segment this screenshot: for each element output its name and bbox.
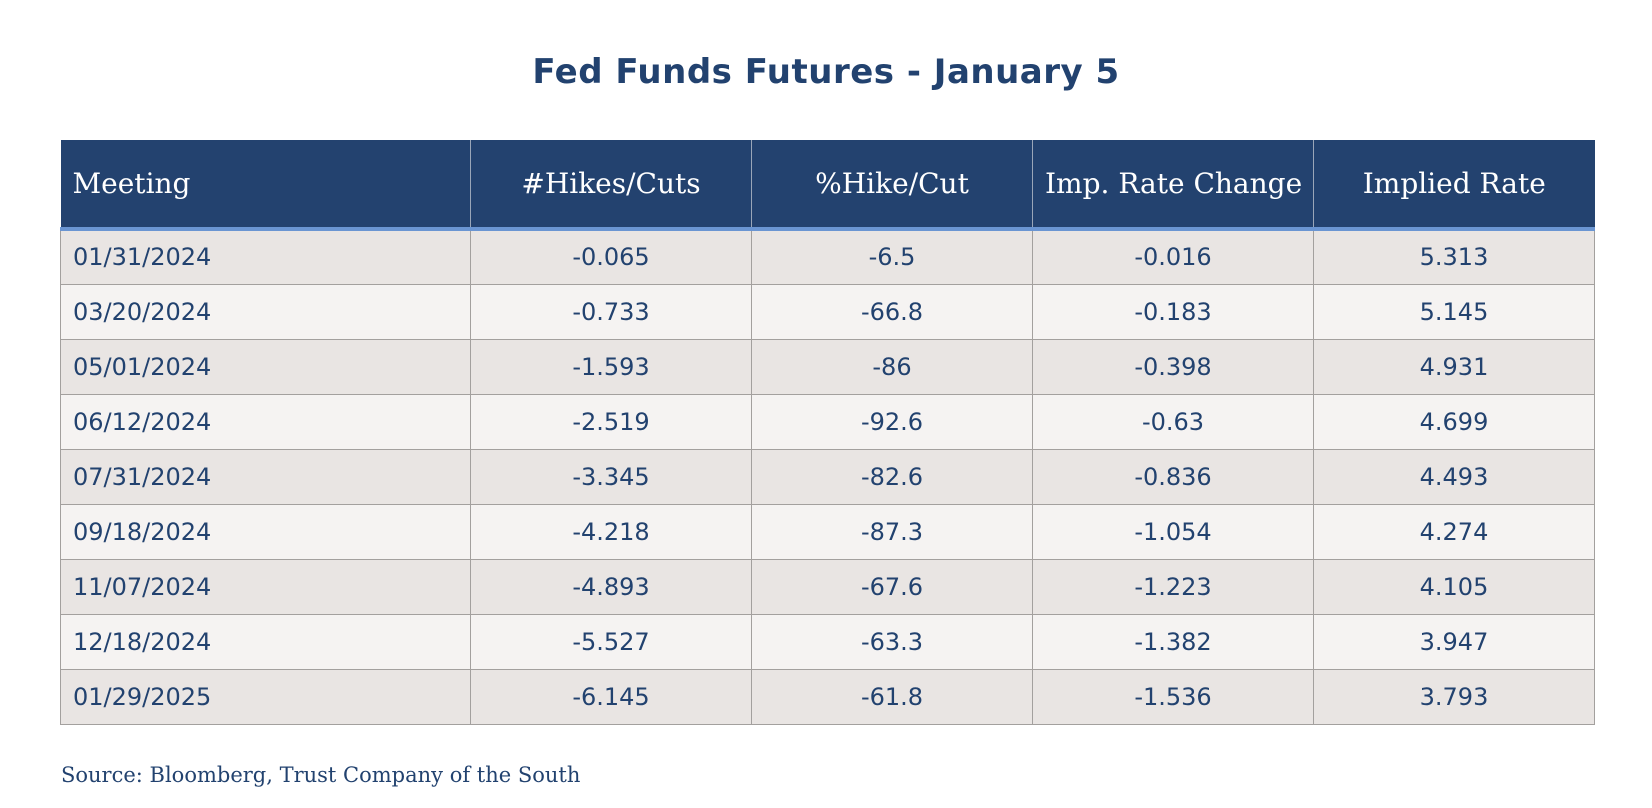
hikes-cuts-cell: -3.345 [470, 448, 752, 505]
imp-rate-change-cell: -1.382 [1032, 613, 1314, 670]
pct-hike-cut-cell: -86 [751, 338, 1033, 395]
implied-rate-cell: 3.793 [1313, 668, 1595, 725]
imp-rate-change-cell: -1.054 [1032, 503, 1314, 560]
imp-rate-change-cell: -1.536 [1032, 668, 1314, 725]
pct-hike-cut-cell: -67.6 [751, 558, 1033, 615]
implied-rate-cell: 4.493 [1313, 448, 1595, 505]
implied-rate-cell: 4.274 [1313, 503, 1595, 560]
table-row: 09/18/2024 -4.218 -87.3 -1.054 4.274 [60, 503, 1595, 560]
column-header-implied-rate: Implied Rate [1313, 140, 1595, 231]
pct-hike-cut-cell: -92.6 [751, 393, 1033, 450]
table-row: 07/31/2024 -3.345 -82.6 -0.836 4.493 [60, 448, 1595, 505]
hikes-cuts-cell: -0.733 [470, 283, 752, 340]
hikes-cuts-cell: -4.218 [470, 503, 752, 560]
imp-rate-change-cell: -0.398 [1032, 338, 1314, 395]
column-header-hikes-cuts: #Hikes/Cuts [470, 140, 752, 231]
hikes-cuts-cell: -2.519 [470, 393, 752, 450]
implied-rate-cell: 3.947 [1313, 613, 1595, 670]
header-row: Meeting #Hikes/Cuts %Hike/Cut Imp. Rate … [60, 140, 1595, 231]
implied-rate-cell: 4.699 [1313, 393, 1595, 450]
pct-hike-cut-cell: -6.5 [751, 228, 1033, 285]
meeting-date-cell: 11/07/2024 [60, 558, 471, 615]
table-row: 12/18/2024 -5.527 -63.3 -1.382 3.947 [60, 613, 1595, 670]
meeting-date-cell: 01/29/2025 [60, 668, 471, 725]
meeting-date-cell: 01/31/2024 [60, 228, 471, 285]
table-row: 01/31/2024 -0.065 -6.5 -0.016 5.313 [60, 228, 1595, 285]
pct-hike-cut-cell: -66.8 [751, 283, 1033, 340]
imp-rate-change-cell: -0.63 [1032, 393, 1314, 450]
table-row: 05/01/2024 -1.593 -86 -0.398 4.931 [60, 338, 1595, 395]
meeting-date-cell: 09/18/2024 [60, 503, 471, 560]
column-header-pct-hike-cut: %Hike/Cut [751, 140, 1033, 231]
imp-rate-change-cell: -0.183 [1032, 283, 1314, 340]
imp-rate-change-cell: -1.223 [1032, 558, 1314, 615]
meeting-date-cell: 03/20/2024 [60, 283, 471, 340]
implied-rate-cell: 5.145 [1313, 283, 1595, 340]
table-row: 01/29/2025 -6.145 -61.8 -1.536 3.793 [60, 668, 1595, 725]
imp-rate-change-cell: -0.016 [1032, 228, 1314, 285]
implied-rate-cell: 4.105 [1313, 558, 1595, 615]
column-header-meeting: Meeting [60, 140, 471, 231]
pct-hike-cut-cell: -82.6 [751, 448, 1033, 505]
meeting-date-cell: 07/31/2024 [60, 448, 471, 505]
source-note: Source: Bloomberg, Trust Company of the … [61, 763, 581, 787]
meeting-date-cell: 05/01/2024 [60, 338, 471, 395]
fed-funds-futures-table: Meeting #Hikes/Cuts %Hike/Cut Imp. Rate … [60, 140, 1595, 725]
column-header-imp-rate-change: Imp. Rate Change [1032, 140, 1314, 231]
table-row: 03/20/2024 -0.733 -66.8 -0.183 5.145 [60, 283, 1595, 340]
hikes-cuts-cell: -1.593 [470, 338, 752, 395]
table-header: Meeting #Hikes/Cuts %Hike/Cut Imp. Rate … [60, 140, 1595, 231]
hikes-cuts-cell: -0.065 [470, 228, 752, 285]
hikes-cuts-cell: -6.145 [470, 668, 752, 725]
table-row: 11/07/2024 -4.893 -67.6 -1.223 4.105 [60, 558, 1595, 615]
meeting-date-cell: 12/18/2024 [60, 613, 471, 670]
implied-rate-cell: 4.931 [1313, 338, 1595, 395]
implied-rate-cell: 5.313 [1313, 228, 1595, 285]
hikes-cuts-cell: -4.893 [470, 558, 752, 615]
table-body: 01/31/2024 -0.065 -6.5 -0.016 5.313 03/20/202… [60, 228, 1595, 725]
pct-hike-cut-cell: -63.3 [751, 613, 1033, 670]
meeting-date-cell: 06/12/2024 [60, 393, 471, 450]
table-row: 06/12/2024 -2.519 -92.6 -0.63 4.699 [60, 393, 1595, 450]
imp-rate-change-cell: -0.836 [1032, 448, 1314, 505]
pct-hike-cut-cell: -61.8 [751, 668, 1033, 725]
pct-hike-cut-cell: -87.3 [751, 503, 1033, 560]
hikes-cuts-cell: -5.527 [470, 613, 752, 670]
chart-title: Fed Funds Futures - January 5 [532, 52, 1120, 92]
